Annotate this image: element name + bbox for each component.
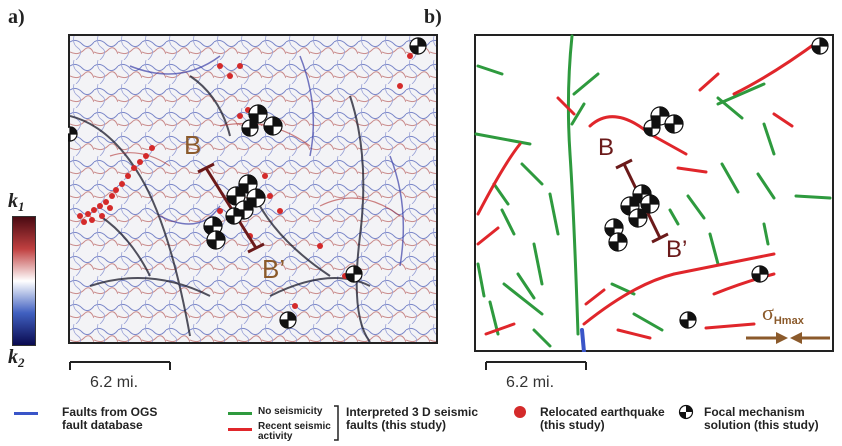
section-b-start-label: B: [598, 134, 615, 161]
stress-label: σHmax: [762, 300, 804, 328]
recent-activity-swatch: [228, 428, 252, 431]
colorbar-bottom-label: k2: [8, 346, 25, 371]
scalebar-a: [69, 361, 171, 370]
scalebar-b: [485, 361, 587, 370]
earthquake-swatch: [514, 406, 526, 418]
relocated-earthquakes: [77, 53, 413, 309]
scalebar-b-label: 6.2 mi.: [506, 374, 555, 391]
beachball-icon: [678, 404, 694, 420]
panel-b-label: b): [424, 6, 442, 28]
colorbar-top-label: k1: [8, 190, 25, 215]
legend-relocated: Relocated earthquake (this study): [540, 405, 665, 432]
panel-a-map: [68, 34, 438, 344]
section-b-end-label: B’: [666, 236, 688, 263]
colorbar: [12, 216, 36, 346]
legend-focal: Focal mechanism solution (this study): [704, 405, 819, 432]
legend-bracket: [334, 405, 339, 441]
focal-mechanisms-a: [68, 37, 427, 329]
panel-a-label: a): [8, 6, 25, 28]
interpreted-faults: [474, 34, 832, 352]
legend-ogs: Faults from OGS fault database: [62, 405, 158, 432]
legend-interpreted: Interpreted 3 D seismic faults (this stu…: [346, 405, 479, 432]
ogs-fault-swatch: [14, 412, 38, 415]
legend-no-seismicity: No seismicity: [258, 406, 323, 417]
section-a-end-label: B’: [262, 254, 286, 284]
section-a-start-label: B: [184, 130, 202, 160]
legend-recent-activity: Recent seismic activity: [258, 421, 331, 442]
scalebar-a-label: 6.2 mi.: [90, 374, 139, 391]
no-seismicity-swatch: [228, 412, 252, 415]
